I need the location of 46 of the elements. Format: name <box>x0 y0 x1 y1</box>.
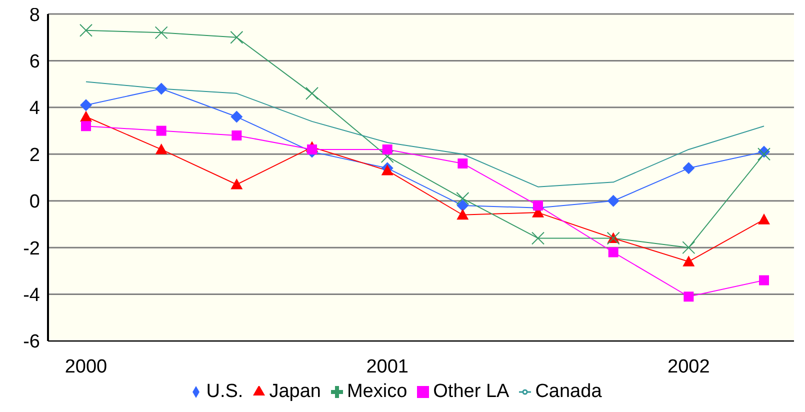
point <box>759 275 769 286</box>
point <box>682 256 695 266</box>
point <box>458 158 468 168</box>
point <box>230 110 243 123</box>
y-tick-label: -4 <box>23 285 40 306</box>
point <box>154 26 168 40</box>
point <box>155 82 168 95</box>
point <box>306 86 318 100</box>
point <box>684 292 694 302</box>
point <box>81 121 91 132</box>
y-tick-label: 2 <box>29 144 40 166</box>
point <box>382 144 392 154</box>
point <box>456 192 470 206</box>
point <box>230 178 243 190</box>
point <box>456 208 469 220</box>
point <box>758 214 770 224</box>
point <box>608 247 618 258</box>
point <box>456 200 469 212</box>
point <box>682 241 696 254</box>
legend-label: Other LA <box>433 381 510 402</box>
x-tick-label: 2001 <box>366 356 408 378</box>
y-tick-label: -2 <box>23 238 40 260</box>
point <box>80 24 92 37</box>
y-tick-label: 6 <box>29 51 40 72</box>
x-tick-label: 2000 <box>64 356 108 378</box>
point <box>156 126 166 136</box>
y-tick-label: 0 <box>29 192 40 213</box>
point <box>758 148 770 161</box>
legend-label: U.S. <box>206 381 244 402</box>
point <box>380 150 394 163</box>
y-tick-label: 4 <box>29 98 40 120</box>
legend-label: Mexico <box>346 381 408 402</box>
point <box>80 110 92 122</box>
point <box>80 99 92 112</box>
point <box>232 130 242 140</box>
point <box>533 200 543 211</box>
x-tick-label: 2002 <box>668 356 710 378</box>
point <box>532 232 544 245</box>
legend-label: Canada <box>535 381 602 402</box>
line-series <box>86 81 764 188</box>
legend-label: Japan <box>269 381 321 402</box>
point <box>607 194 620 207</box>
point <box>230 30 244 44</box>
y-tick-label: -6 <box>23 332 40 353</box>
point <box>155 143 168 154</box>
point <box>682 162 695 174</box>
